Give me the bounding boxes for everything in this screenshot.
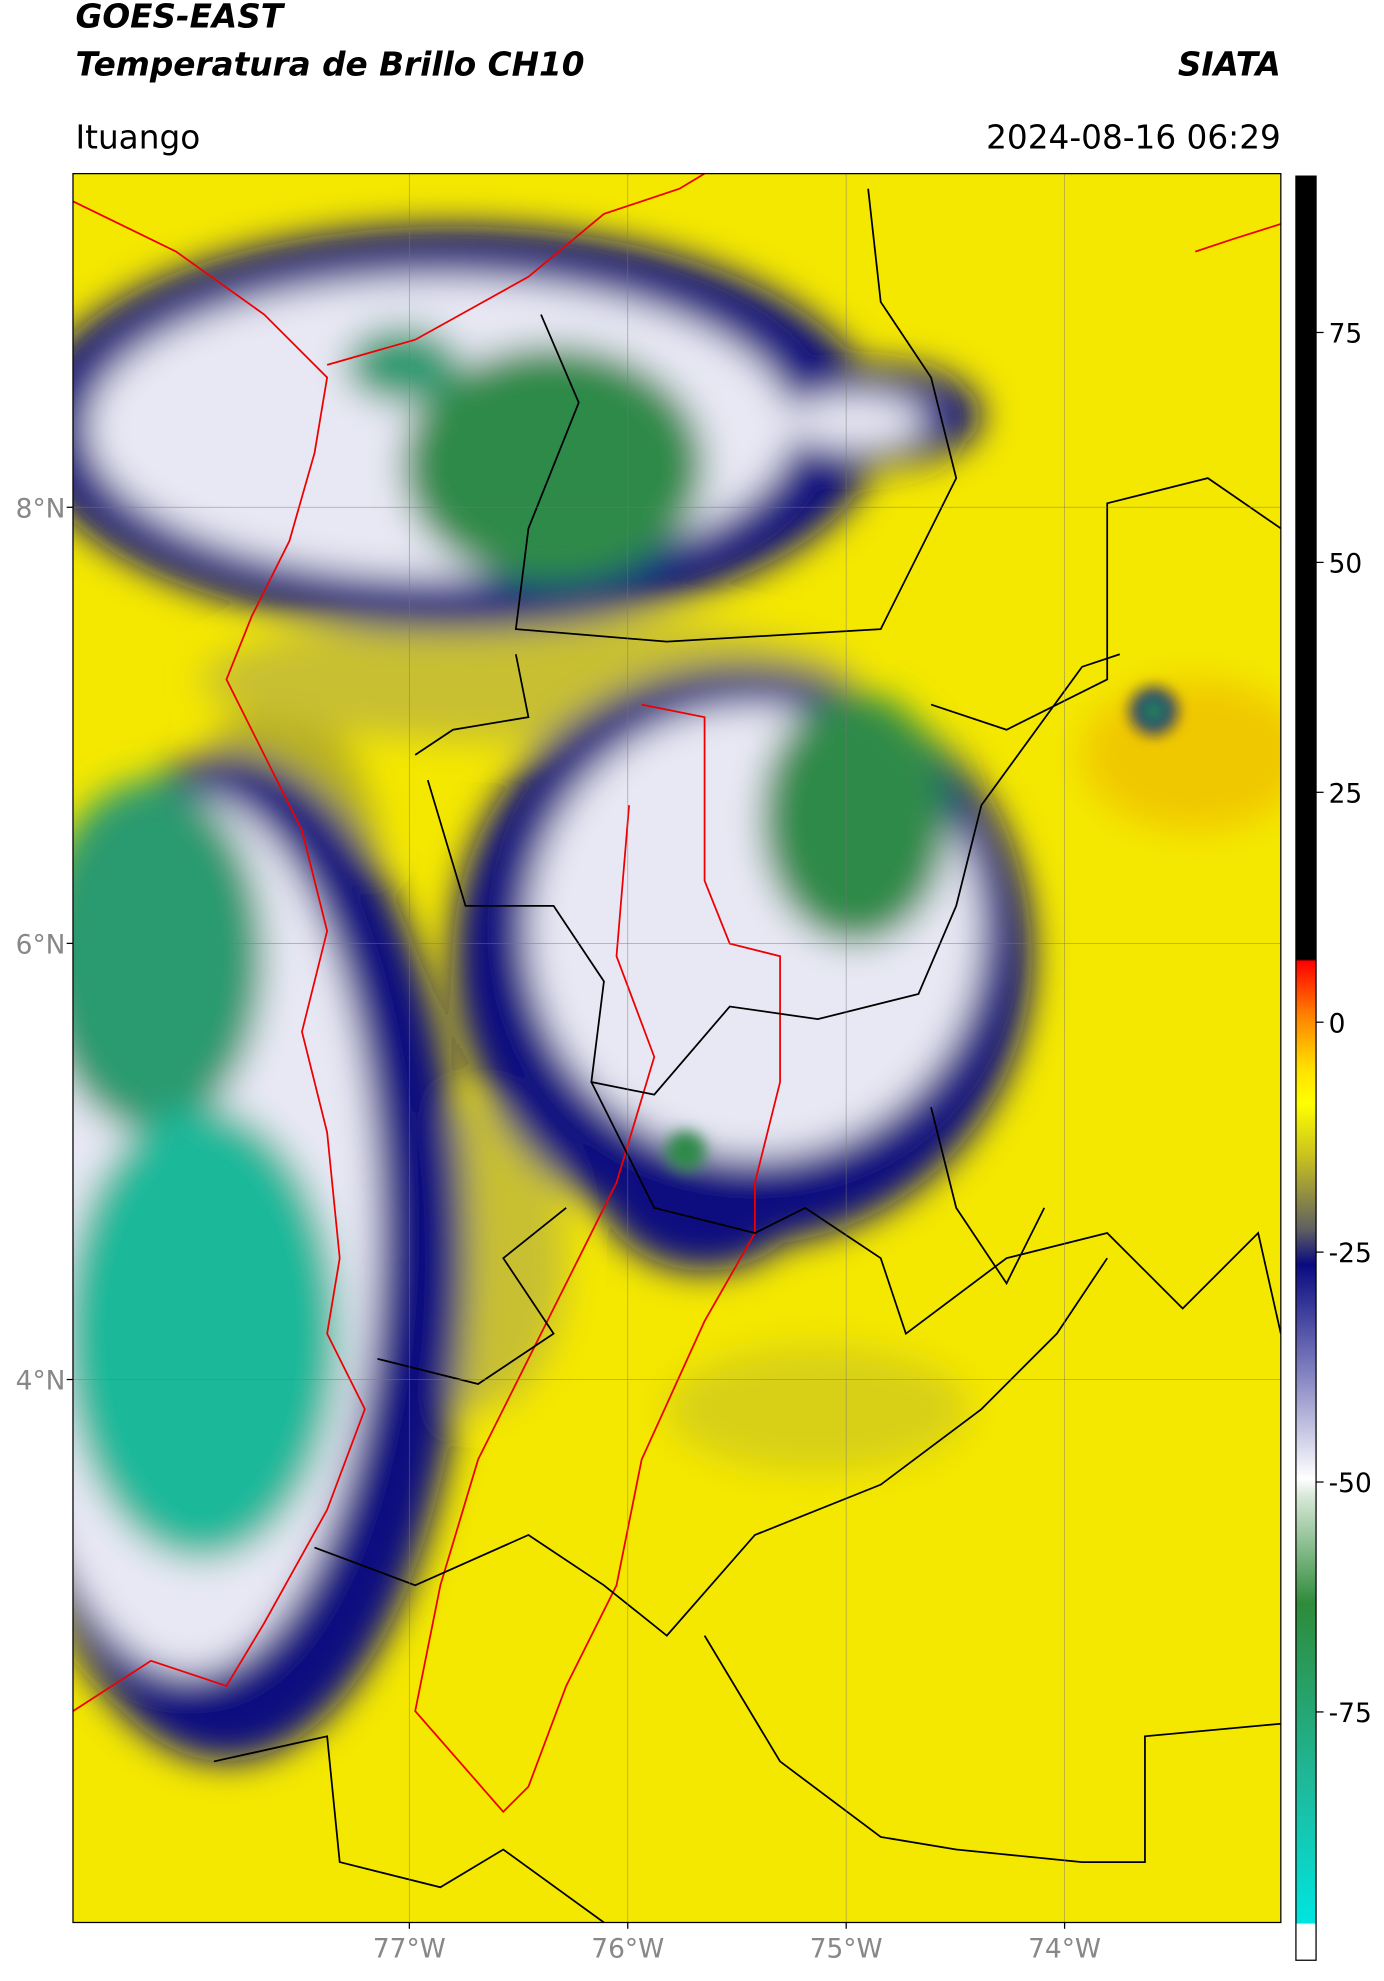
colorbar-tick-label: 25 [1329, 778, 1363, 809]
datetime-label: 2024-08-16 06:29 [986, 118, 1281, 156]
colorbar-tick-label: 50 [1329, 548, 1363, 579]
colorbar-tick-label: 0 [1329, 1008, 1346, 1039]
org-label: SIATA [1178, 45, 1281, 83]
lon-tick-label: 76°W [591, 1934, 664, 1965]
location-label: Ituango [75, 118, 200, 156]
lon-tick-label: 74°W [1028, 1934, 1101, 1965]
colorbar-tick-label: -25 [1329, 1238, 1372, 1269]
grid [72, 173, 1281, 1923]
lat-tick-label: 8°N [16, 493, 66, 524]
colorbar-tick-label: 75 [1329, 319, 1363, 350]
satellite-title: GOES-EAST [75, 0, 285, 36]
lat-tick-label: 6°N [16, 929, 66, 960]
colorbar-tick-label: -50 [1329, 1468, 1372, 1499]
lon-tick-label: 77°W [373, 1934, 446, 1965]
map-frame [72, 172, 1282, 1924]
product-title: Temperatura de Brillo CH10 [75, 45, 584, 83]
colorbar-tick-label: -75 [1329, 1698, 1372, 1729]
map-image [72, 173, 1281, 1923]
lat-tick-label: 4°N [16, 1366, 66, 1397]
lon-tick-label: 75°W [810, 1934, 883, 1965]
colorbar [1295, 175, 1317, 1961]
